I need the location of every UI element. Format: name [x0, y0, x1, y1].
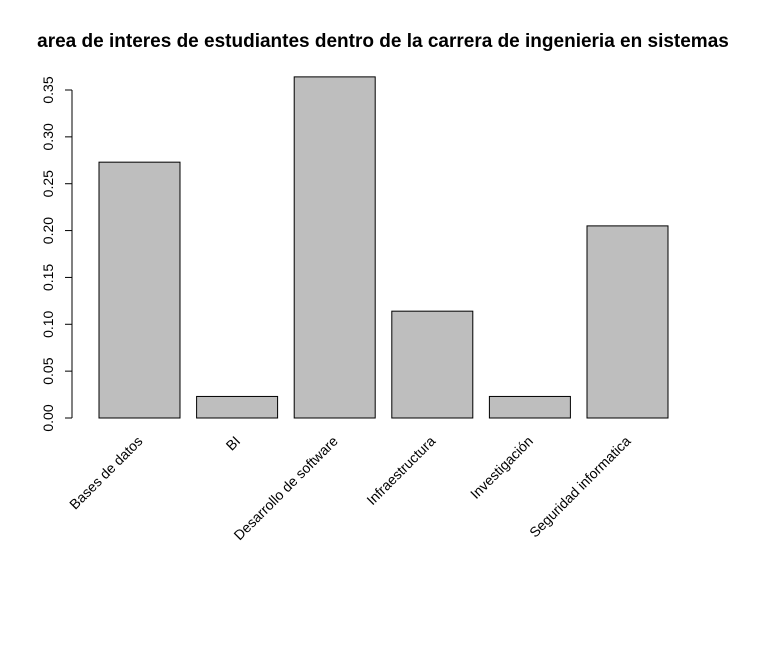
y-tick-label: 0.20: [40, 217, 56, 244]
bar: [488, 395, 571, 419]
y-tick-label: 0.35: [40, 76, 56, 103]
x-category-label: Desarrollo de software: [230, 433, 341, 544]
y-axis: 0.00 0.05 0.10 0.15 0.20 0.25 0.30 0.35: [40, 76, 73, 432]
x-category-label: Seguridad informatica: [526, 433, 634, 541]
bar: [391, 310, 474, 419]
y-tick-label: 0.15: [40, 264, 56, 291]
x-category-label: Bases de datos: [66, 433, 146, 513]
chart-title: area de interes de estudiantes dentro de…: [37, 31, 729, 52]
y-tick-label: 0.05: [40, 357, 56, 384]
x-category-label: Infraestructura: [363, 433, 438, 508]
bar: [586, 225, 669, 419]
x-category-label: Investigación: [467, 433, 536, 502]
y-tick-label: 0.30: [40, 123, 56, 150]
x-category-label: BI: [223, 433, 244, 454]
bar: [98, 161, 181, 419]
bar: [293, 76, 376, 419]
y-tick-label: 0.00: [40, 404, 56, 431]
bar: [196, 395, 279, 419]
y-tick-label: 0.25: [40, 170, 56, 197]
bars: [98, 76, 669, 419]
y-tick-label: 0.10: [40, 310, 56, 337]
